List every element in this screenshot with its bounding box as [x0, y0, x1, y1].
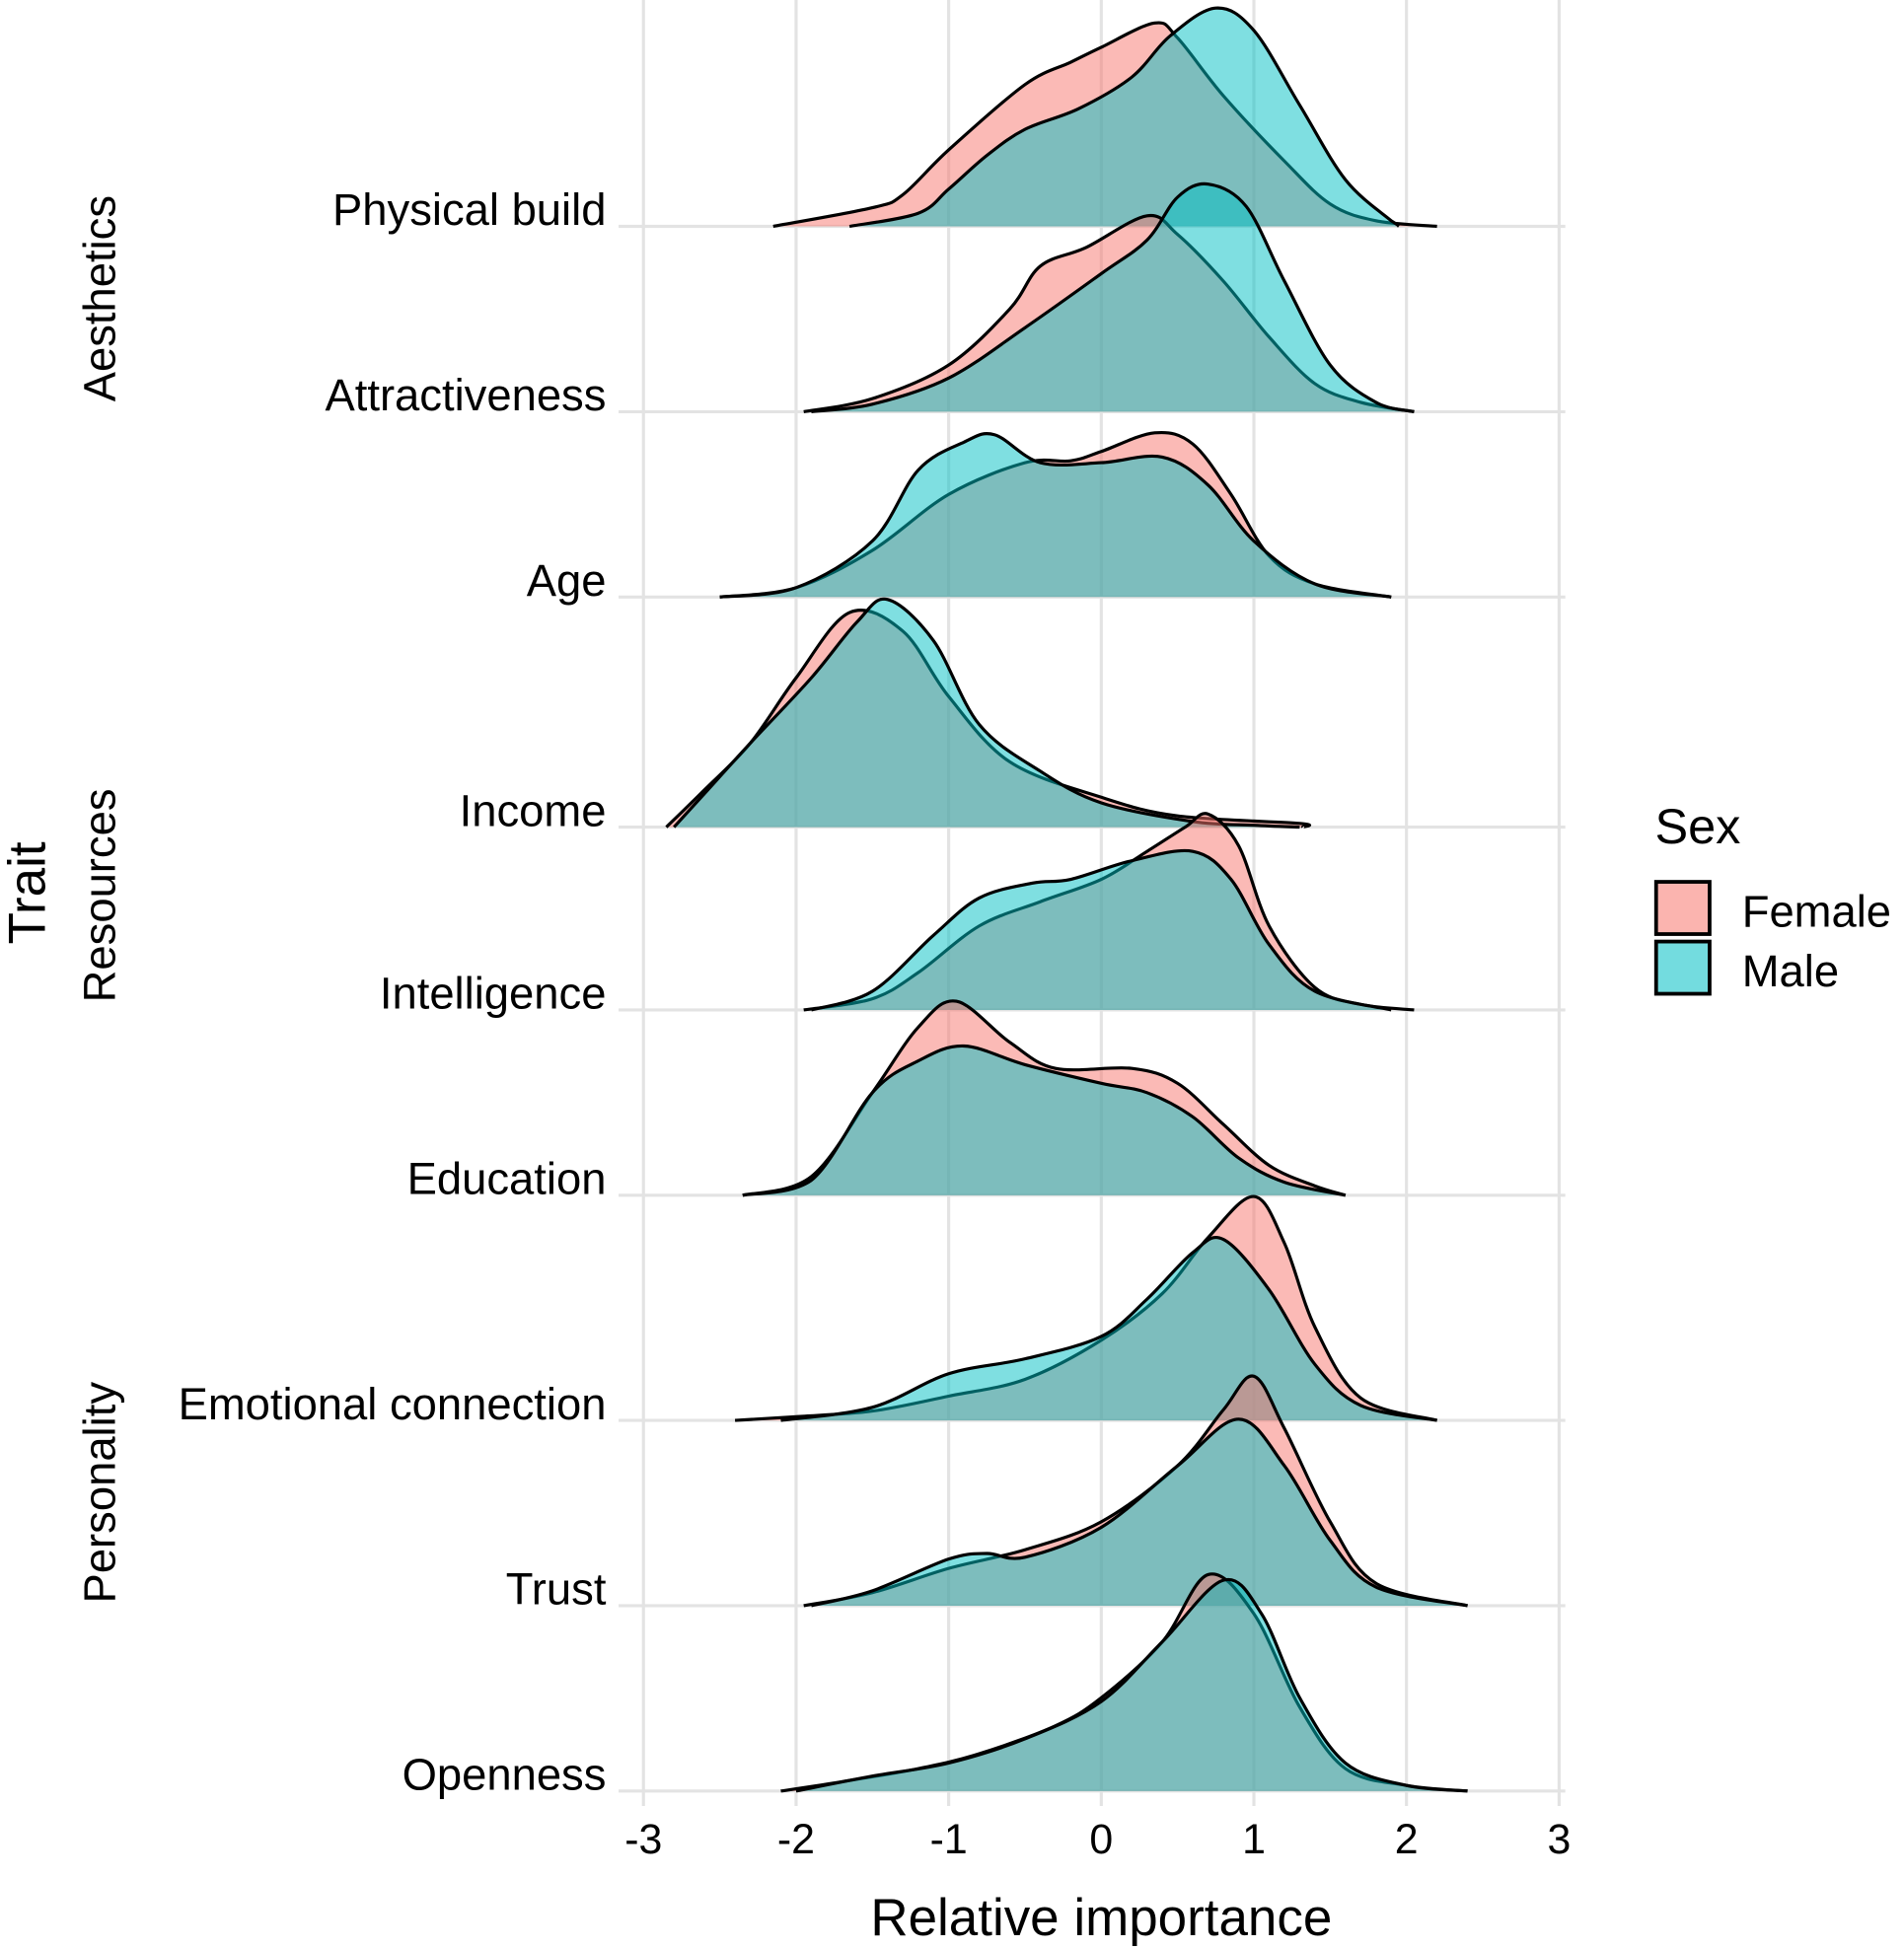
y-tick-label: Physical build — [332, 184, 606, 235]
y-tick-label: Income — [460, 785, 607, 835]
group-labels: Aesthetics Resources Personality — [74, 195, 124, 1603]
ridges — [665, 6, 1468, 1793]
legend: Sex Female Male — [1653, 798, 1891, 996]
x-tick-label: 0 — [1089, 1816, 1113, 1863]
x-tick-label: 1 — [1242, 1816, 1266, 1863]
y-tick-label: Age — [527, 555, 607, 606]
group-label: Aesthetics — [74, 195, 124, 401]
density-male-income — [673, 597, 1300, 830]
density-male-attractiveness — [811, 181, 1415, 413]
density-male-intelligence — [810, 848, 1392, 1012]
y-tick-label: Emotional connection — [179, 1379, 607, 1429]
group-label: Personality — [74, 1382, 124, 1604]
legend-label-male: Male — [1742, 946, 1839, 996]
x-tick-label: -1 — [930, 1816, 968, 1863]
legend-swatch-male — [1653, 939, 1712, 996]
density-male-physical-build — [848, 6, 1400, 229]
density-male-openness — [795, 1577, 1468, 1793]
group-label: Resources — [74, 788, 124, 1002]
density-male-emotional-connection — [780, 1236, 1437, 1422]
y-tick-label: Trust — [506, 1564, 607, 1615]
y-tick-label: Openness — [403, 1750, 607, 1800]
density-male-age — [719, 432, 1392, 599]
x-tick-label: -3 — [624, 1816, 662, 1863]
y-tick-label: Education — [407, 1154, 607, 1204]
y-axis-labels: Physical build Attractiveness Age Income Int… — [179, 184, 607, 1799]
x-axis-title: Relative importance — [870, 1889, 1332, 1947]
density-male-education — [742, 1044, 1347, 1197]
x-tick-label: 3 — [1547, 1816, 1571, 1863]
legend-swatch-female — [1653, 880, 1712, 936]
density-male-trust — [811, 1417, 1468, 1608]
x-axis-ticks: -3 -2 -1 0 1 2 3 — [624, 1816, 1571, 1863]
legend-title: Sex — [1654, 798, 1740, 854]
y-axis-title: Trait — [0, 841, 57, 944]
y-tick-label: Attractiveness — [325, 370, 606, 420]
x-tick-label: 2 — [1395, 1816, 1419, 1863]
y-tick-label: Intelligence — [380, 969, 607, 1019]
legend-label-female: Female — [1742, 886, 1891, 936]
x-tick-label: -2 — [777, 1816, 815, 1863]
